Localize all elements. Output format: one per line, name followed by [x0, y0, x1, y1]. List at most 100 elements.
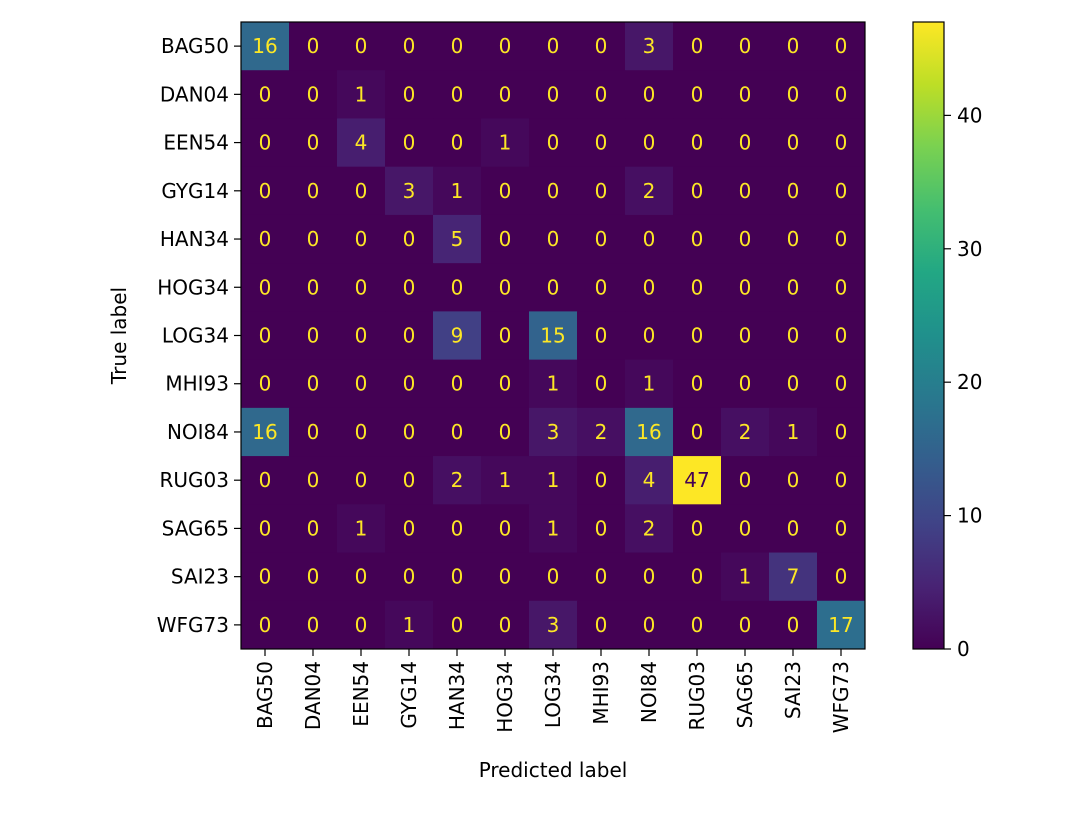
x-tick-label: LOG34 [541, 661, 565, 728]
heatmap-cell [481, 118, 530, 168]
cell-value-label: 0 [787, 516, 800, 540]
cell-value-label: 2 [643, 516, 656, 540]
cell-value-label: 0 [691, 179, 704, 203]
heatmap-cell [625, 70, 674, 119]
cell-value-label: 7 [787, 565, 800, 589]
cell-value-label: 0 [259, 613, 272, 637]
y-tick-label: EEN54 [163, 131, 229, 155]
heatmap-cell [673, 407, 722, 457]
cell-value-label: 0 [451, 131, 464, 155]
cell-value-label: 0 [403, 565, 416, 589]
heatmap-cell [385, 456, 434, 505]
cell-value-label: 0 [739, 82, 752, 106]
cell-value-label: 0 [595, 565, 608, 589]
cell-value-label: 1 [355, 516, 368, 540]
heatmap-cell [289, 70, 338, 119]
cell-value-label: 0 [835, 82, 848, 106]
heatmap-cell [385, 263, 434, 312]
heatmap-cell [769, 600, 818, 650]
cell-value-label: 0 [547, 82, 560, 106]
cell-value-label: 0 [547, 565, 560, 589]
cell-value-label: 1 [499, 131, 512, 155]
x-tick-label: RUG03 [685, 661, 709, 730]
heatmap-cell [289, 407, 338, 457]
cell-value-label: 0 [307, 227, 320, 251]
cell-value-label: 0 [787, 131, 800, 155]
heatmap-cell [289, 552, 338, 602]
cell-value-label: 16 [252, 420, 277, 444]
cell-value-label: 0 [307, 34, 320, 58]
heatmap-cell [337, 552, 386, 602]
cell-value-label: 0 [259, 565, 272, 589]
heatmap-cell [817, 118, 866, 168]
x-tick-label: DAN04 [301, 661, 325, 730]
heatmap-cell [577, 456, 626, 505]
y-tick-label: LOG34 [162, 324, 229, 348]
heatmap-cell [289, 118, 338, 168]
heatmap-cell [241, 118, 290, 168]
heatmap-cell [289, 311, 338, 361]
heatmap-cell [817, 504, 866, 554]
heatmap-cell [385, 552, 434, 602]
cell-value-label: 0 [643, 565, 656, 589]
cell-value-label: 0 [739, 34, 752, 58]
cell-value-label: 0 [643, 275, 656, 299]
heatmap-cell [481, 456, 530, 505]
cell-value-label: 0 [499, 227, 512, 251]
heatmap-cell [289, 504, 338, 554]
y-tick-label: BAG50 [161, 34, 229, 58]
heatmap-cell [673, 263, 722, 312]
cell-value-label: 0 [259, 324, 272, 348]
cell-value-label: 0 [403, 34, 416, 58]
heatmap-cell [529, 118, 578, 168]
heatmap-cell [337, 359, 386, 409]
cell-value-label: 1 [499, 468, 512, 492]
heatmap-cell [817, 552, 866, 602]
cell-value-label: 1 [547, 516, 560, 540]
cell-value-label: 0 [835, 565, 848, 589]
heatmap-cell [385, 407, 434, 457]
x-tick-label: HAN34 [445, 661, 469, 730]
heatmap-cell [289, 359, 338, 409]
cell-value-label: 15 [540, 324, 565, 348]
heatmap-cell [529, 600, 578, 650]
cell-value-label: 1 [643, 372, 656, 396]
heatmap-cell [433, 263, 482, 312]
heatmap-cell [721, 407, 770, 457]
cell-value-label: 0 [259, 227, 272, 251]
heatmap-cell [337, 407, 386, 457]
x-tick-label: GYG14 [397, 661, 421, 729]
cell-value-label: 0 [499, 179, 512, 203]
heatmap-cell [481, 359, 530, 409]
heatmap-cell [433, 22, 482, 71]
heatmap-cell [625, 214, 674, 264]
cell-value-label: 0 [403, 82, 416, 106]
cell-value-label: 0 [451, 82, 464, 106]
cell-value-label: 16 [252, 34, 277, 58]
colorbar-ticks: 0 10 20 30 40 [944, 103, 982, 661]
x-tick-label: SAG65 [733, 661, 757, 728]
cell-value-label: 0 [307, 468, 320, 492]
cell-value-label: 0 [259, 516, 272, 540]
cell-value-label: 0 [547, 227, 560, 251]
x-tick-label: HOG34 [493, 661, 517, 733]
cell-value-label: 3 [403, 179, 416, 203]
cell-value-label: 0 [787, 275, 800, 299]
heatmap-cell [241, 456, 290, 505]
heatmap-cell [529, 407, 578, 457]
cell-value-label: 0 [355, 613, 368, 637]
cell-value-label: 0 [307, 179, 320, 203]
cell-value-label: 0 [835, 34, 848, 58]
heatmap-cell [577, 263, 626, 312]
cell-value-label: 0 [787, 227, 800, 251]
cell-value-label: 0 [355, 324, 368, 348]
cell-value-label: 0 [499, 565, 512, 589]
cell-value-label: 0 [355, 420, 368, 444]
heatmap-cell [721, 166, 770, 216]
cell-value-label: 0 [451, 613, 464, 637]
cell-value-label: 0 [355, 179, 368, 203]
heatmap-cell [529, 214, 578, 264]
heatmap-cell [289, 263, 338, 312]
heatmap-cell [481, 311, 530, 361]
